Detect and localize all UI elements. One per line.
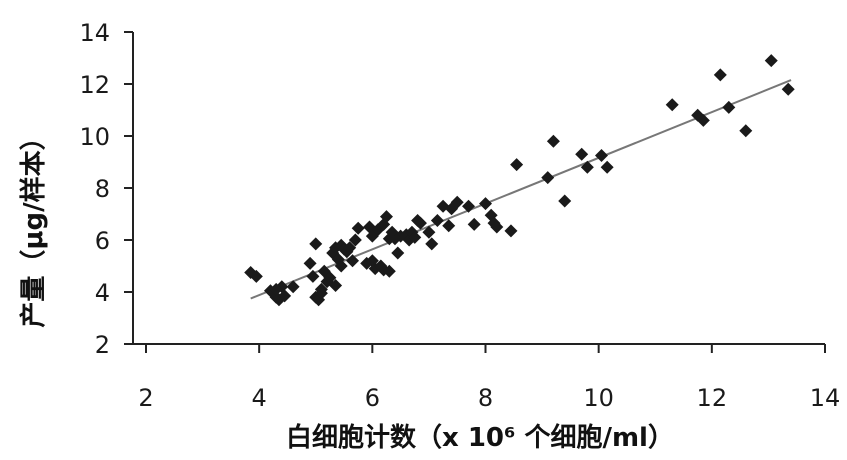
data-point [278, 289, 292, 303]
data-point [442, 219, 456, 233]
data-point [558, 194, 572, 208]
x-tick-label: 10 [583, 384, 614, 412]
y-tick-label: 6 [95, 227, 110, 255]
x-tick-label: 6 [365, 384, 380, 412]
x-tick-label: 4 [252, 384, 267, 412]
data-point [490, 220, 504, 234]
data-point [286, 280, 300, 294]
data-point [323, 271, 337, 285]
data-point [343, 241, 357, 255]
ticks: 2 4 6 8 10 12 14 2 4 6 8 10 12 14 [79, 19, 840, 412]
data-point [413, 216, 427, 230]
data-point [739, 124, 753, 138]
data-point [334, 259, 348, 273]
y-tick-label: 10 [79, 123, 110, 151]
data-point [510, 158, 524, 172]
data-point [504, 224, 518, 238]
data-point [546, 134, 560, 148]
data-point [594, 149, 608, 162]
data-point [382, 264, 396, 278]
data-point [348, 233, 362, 247]
data-point [462, 199, 476, 213]
data-point [696, 113, 710, 127]
data-point [575, 147, 589, 161]
trendline [250, 79, 792, 300]
data-point [269, 282, 283, 296]
data-point [713, 68, 727, 82]
data-point [781, 82, 795, 96]
data-point [249, 269, 263, 283]
data-point [422, 225, 436, 239]
y-tick-label: 14 [79, 19, 110, 47]
data-point [479, 197, 492, 211]
x-tick-label: 8 [478, 384, 493, 412]
data-points [244, 54, 795, 307]
data-point [303, 256, 317, 270]
x-axis-title: 白细胞计数（x 10⁶ 个细胞/ml） [286, 422, 674, 453]
data-point [351, 221, 365, 235]
data-point [722, 100, 736, 114]
data-point [306, 269, 320, 283]
data-point [467, 217, 481, 231]
data-point [346, 254, 360, 268]
data-point [764, 54, 778, 68]
y-axis-title: 产量（μg/样本） [18, 124, 49, 327]
y-tick-label: 8 [95, 175, 110, 203]
x-tick-label: 2 [138, 384, 153, 412]
data-point [450, 195, 464, 209]
x-tick-label: 12 [697, 384, 728, 412]
data-point [580, 160, 594, 174]
data-point [314, 282, 328, 296]
y-tick-label: 4 [95, 279, 110, 307]
data-point [425, 237, 439, 251]
data-point [600, 160, 614, 174]
x-tick-label: 14 [810, 384, 841, 412]
data-point [391, 246, 405, 260]
data-point [379, 210, 393, 224]
y-tick-label: 12 [79, 71, 110, 99]
data-point [665, 98, 679, 112]
y-tick-label: 2 [95, 331, 110, 359]
data-point [408, 230, 422, 244]
data-point [329, 279, 343, 292]
data-point [541, 171, 555, 185]
data-point [309, 237, 323, 251]
data-point [430, 214, 444, 227]
